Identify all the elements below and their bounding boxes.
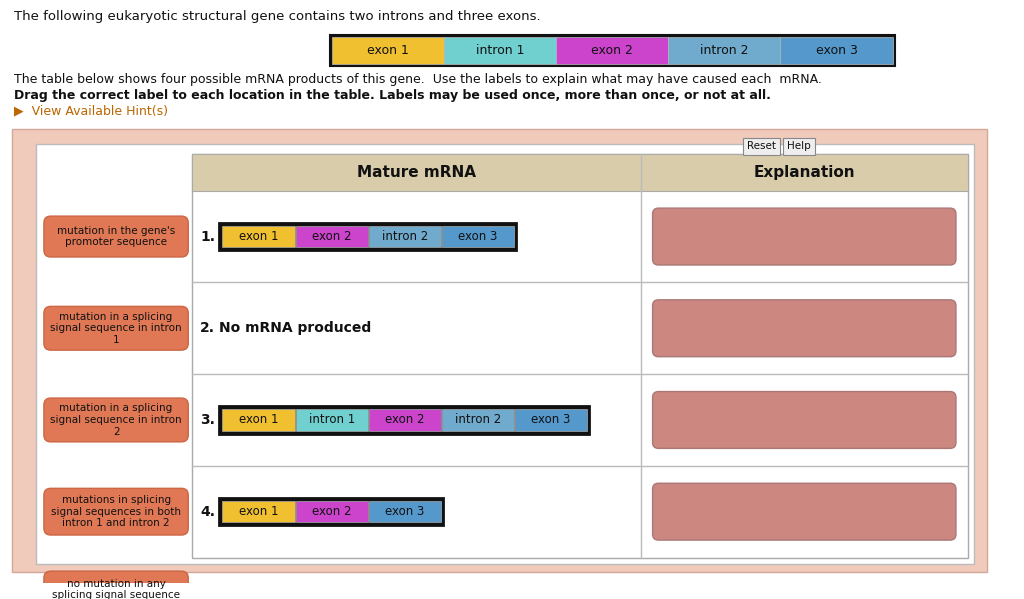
Text: no mutation in any
splicing signal sequence: no mutation in any splicing signal seque… [52, 579, 180, 599]
Text: ▶  View Available Hint(s): ▶ View Available Hint(s) [13, 104, 168, 117]
Bar [442, 226, 514, 247]
FancyBboxPatch shape [44, 488, 188, 535]
Bar [780, 37, 893, 64]
Bar [219, 406, 589, 434]
Bar [193, 154, 968, 558]
Text: intron 1: intron 1 [476, 44, 524, 57]
Bar [369, 501, 441, 522]
Text: exon 3: exon 3 [459, 230, 498, 243]
Bar [369, 226, 441, 247]
Text: 3.: 3. [200, 413, 215, 427]
Text: exon 2: exon 2 [385, 413, 425, 426]
Bar [330, 35, 895, 66]
Bar [515, 409, 587, 431]
Text: mutations in splicing
signal sequences in both
intron 1 and intron 2: mutations in splicing signal sequences i… [51, 495, 181, 528]
Text: 2.: 2. [200, 321, 215, 335]
Text: exon 2: exon 2 [312, 505, 351, 518]
Bar [556, 37, 669, 64]
Bar [222, 226, 295, 247]
FancyBboxPatch shape [44, 306, 188, 350]
FancyBboxPatch shape [44, 216, 188, 257]
Text: Mature mRNA: Mature mRNA [357, 165, 476, 180]
Bar [11, 129, 987, 572]
Text: mutation in a splicing
signal sequence in intron
2: mutation in a splicing signal sequence i… [50, 403, 182, 437]
Text: exon 1: exon 1 [239, 413, 279, 426]
Text: Drag the correct label to each location in the table. Labels may be used once, m: Drag the correct label to each location … [13, 89, 770, 102]
Bar [222, 409, 295, 431]
Text: exon 2: exon 2 [312, 230, 351, 243]
Text: intron 2: intron 2 [382, 230, 428, 243]
Bar [669, 37, 780, 64]
FancyBboxPatch shape [652, 483, 956, 540]
FancyBboxPatch shape [44, 398, 188, 442]
Bar [222, 501, 295, 522]
Bar [36, 144, 975, 564]
Text: 4.: 4. [200, 505, 215, 519]
Text: exon 1: exon 1 [239, 505, 279, 518]
Text: exon 3: exon 3 [815, 44, 857, 57]
Bar [332, 37, 443, 64]
Bar [369, 409, 441, 431]
Bar [296, 501, 368, 522]
Text: Help: Help [787, 141, 811, 152]
Text: Reset: Reset [748, 141, 776, 152]
Bar [219, 498, 442, 525]
Text: intron 2: intron 2 [455, 413, 501, 426]
Text: The table below shows four possible mRNA products of this gene.  Use the labels : The table below shows four possible mRNA… [13, 73, 821, 86]
Text: mutation in the gene's
promoter sequence: mutation in the gene's promoter sequence [57, 226, 175, 247]
FancyBboxPatch shape [652, 208, 956, 265]
Bar [193, 154, 968, 190]
FancyBboxPatch shape [44, 571, 188, 599]
Bar [219, 223, 516, 250]
Text: intron 2: intron 2 [700, 44, 749, 57]
FancyBboxPatch shape [652, 300, 956, 356]
Bar [296, 409, 368, 431]
Text: intron 1: intron 1 [308, 413, 354, 426]
Text: exon 1: exon 1 [367, 44, 409, 57]
Bar [442, 409, 514, 431]
Text: mutation in a splicing
signal sequence in intron
1: mutation in a splicing signal sequence i… [50, 311, 182, 345]
Text: exon 3: exon 3 [531, 413, 570, 426]
FancyBboxPatch shape [652, 392, 956, 449]
Bar [783, 138, 814, 155]
Text: exon 2: exon 2 [591, 44, 633, 57]
Text: exon 3: exon 3 [385, 505, 425, 518]
Bar [296, 226, 368, 247]
Bar [443, 37, 556, 64]
Text: The following eukaryotic structural gene contains two introns and three exons.: The following eukaryotic structural gene… [13, 10, 541, 23]
Bar [743, 138, 780, 155]
Text: No mRNA produced: No mRNA produced [219, 321, 372, 335]
Text: exon 1: exon 1 [239, 230, 279, 243]
Text: Explanation: Explanation [754, 165, 855, 180]
Text: 1.: 1. [200, 229, 215, 244]
